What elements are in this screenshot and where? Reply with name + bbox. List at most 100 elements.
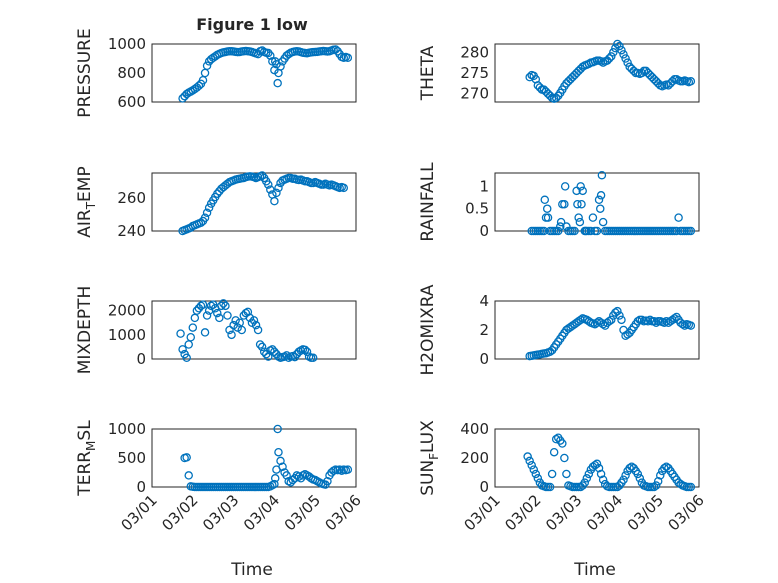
data-point [637, 315, 647, 325]
axes-box [494, 172, 700, 232]
data-point [592, 226, 602, 236]
data-point [649, 317, 659, 326]
data-point [270, 479, 279, 489]
data-point [270, 196, 279, 206]
data-point [276, 62, 285, 71]
subplot-2: 270 275 280 THETA [418, 39, 700, 103]
data-point [598, 58, 608, 67]
data-point [619, 475, 628, 484]
data-point [596, 204, 605, 213]
data-point [300, 345, 310, 355]
data-point [182, 353, 191, 363]
data-point [198, 300, 208, 309]
data-point [282, 351, 291, 360]
data-point [580, 478, 590, 487]
data-point [272, 188, 281, 198]
data-point [633, 469, 643, 479]
data-point [221, 301, 230, 311]
data-point [617, 45, 626, 55]
data-point [257, 171, 267, 180]
figure-title: Figure 1 low [196, 15, 308, 34]
data-point [227, 330, 236, 340]
data-point [686, 321, 696, 330]
y-tick-label: 0 [479, 350, 489, 368]
data-point [570, 226, 579, 236]
subplot-5: 0 1000 2000 MIXDEPTH [75, 286, 357, 375]
data-point [594, 195, 604, 205]
y-tick-label: 1 [479, 177, 489, 195]
data-point [578, 186, 587, 196]
data-point [613, 39, 622, 49]
data-point [594, 463, 604, 473]
y-axis-label: TERRMSL [75, 420, 98, 497]
data-point [278, 462, 287, 471]
y-tick-label: 1000 [108, 326, 146, 344]
data-point [556, 217, 566, 227]
data-point [619, 50, 628, 59]
subplot-6: 0 2 4 H2OMIXRA [418, 284, 700, 376]
data-point [592, 318, 602, 327]
data-point [662, 317, 671, 326]
series-markers [523, 433, 696, 492]
data-point [686, 482, 696, 492]
data-point [680, 321, 689, 330]
data-point [553, 226, 563, 236]
y-axis-label: THETA [418, 45, 438, 101]
data-point [543, 213, 553, 222]
data-point [219, 299, 228, 308]
data-point [660, 318, 669, 327]
data-point [551, 93, 561, 103]
data-point [268, 345, 277, 354]
y-tick-label: 0 [479, 222, 489, 240]
data-point [202, 208, 212, 218]
data-point [633, 317, 643, 326]
y-axis-label: RAINFALL [418, 162, 438, 242]
data-point [202, 311, 212, 320]
data-point [577, 199, 586, 209]
data-point [651, 318, 661, 327]
y-tick-label: 500 [117, 449, 146, 467]
data-point [274, 447, 283, 457]
data-point [635, 474, 645, 483]
series-markers [178, 171, 349, 236]
data-point [202, 61, 212, 71]
data-point [560, 199, 569, 209]
data-point [531, 469, 541, 479]
data-point [558, 439, 567, 448]
y-axis-label: SUNFLUX [418, 420, 441, 496]
data-point [264, 48, 273, 58]
data-point [596, 469, 606, 479]
data-point [637, 68, 647, 78]
data-point [582, 474, 592, 483]
data-point [670, 314, 679, 323]
series-markers [180, 424, 353, 492]
data-point [576, 315, 585, 325]
y-tick-label: 0 [136, 478, 146, 496]
data-point [588, 213, 598, 222]
axes-box [494, 43, 700, 103]
data-point [596, 191, 606, 200]
data-point [672, 226, 681, 236]
y-axis-label: AIRTEMP [75, 166, 98, 237]
data-point [255, 340, 265, 349]
data-point [270, 347, 279, 356]
y-axis-label: H2OMIXRA [418, 284, 438, 375]
series-markers [176, 299, 318, 363]
series-markers [527, 170, 696, 236]
data-point [549, 447, 559, 457]
data-point [615, 41, 624, 51]
data-point [264, 180, 273, 189]
data-point [551, 434, 561, 444]
y-axis-label: MIXDEPTH [75, 286, 95, 375]
data-point [556, 222, 565, 231]
data-point [592, 459, 602, 469]
axes-box [494, 300, 700, 360]
data-point [535, 83, 545, 92]
data-point [215, 313, 224, 323]
y-tick-label: 260 [117, 189, 146, 207]
data-point [192, 306, 202, 315]
data-point [200, 328, 210, 337]
data-point [194, 81, 204, 91]
